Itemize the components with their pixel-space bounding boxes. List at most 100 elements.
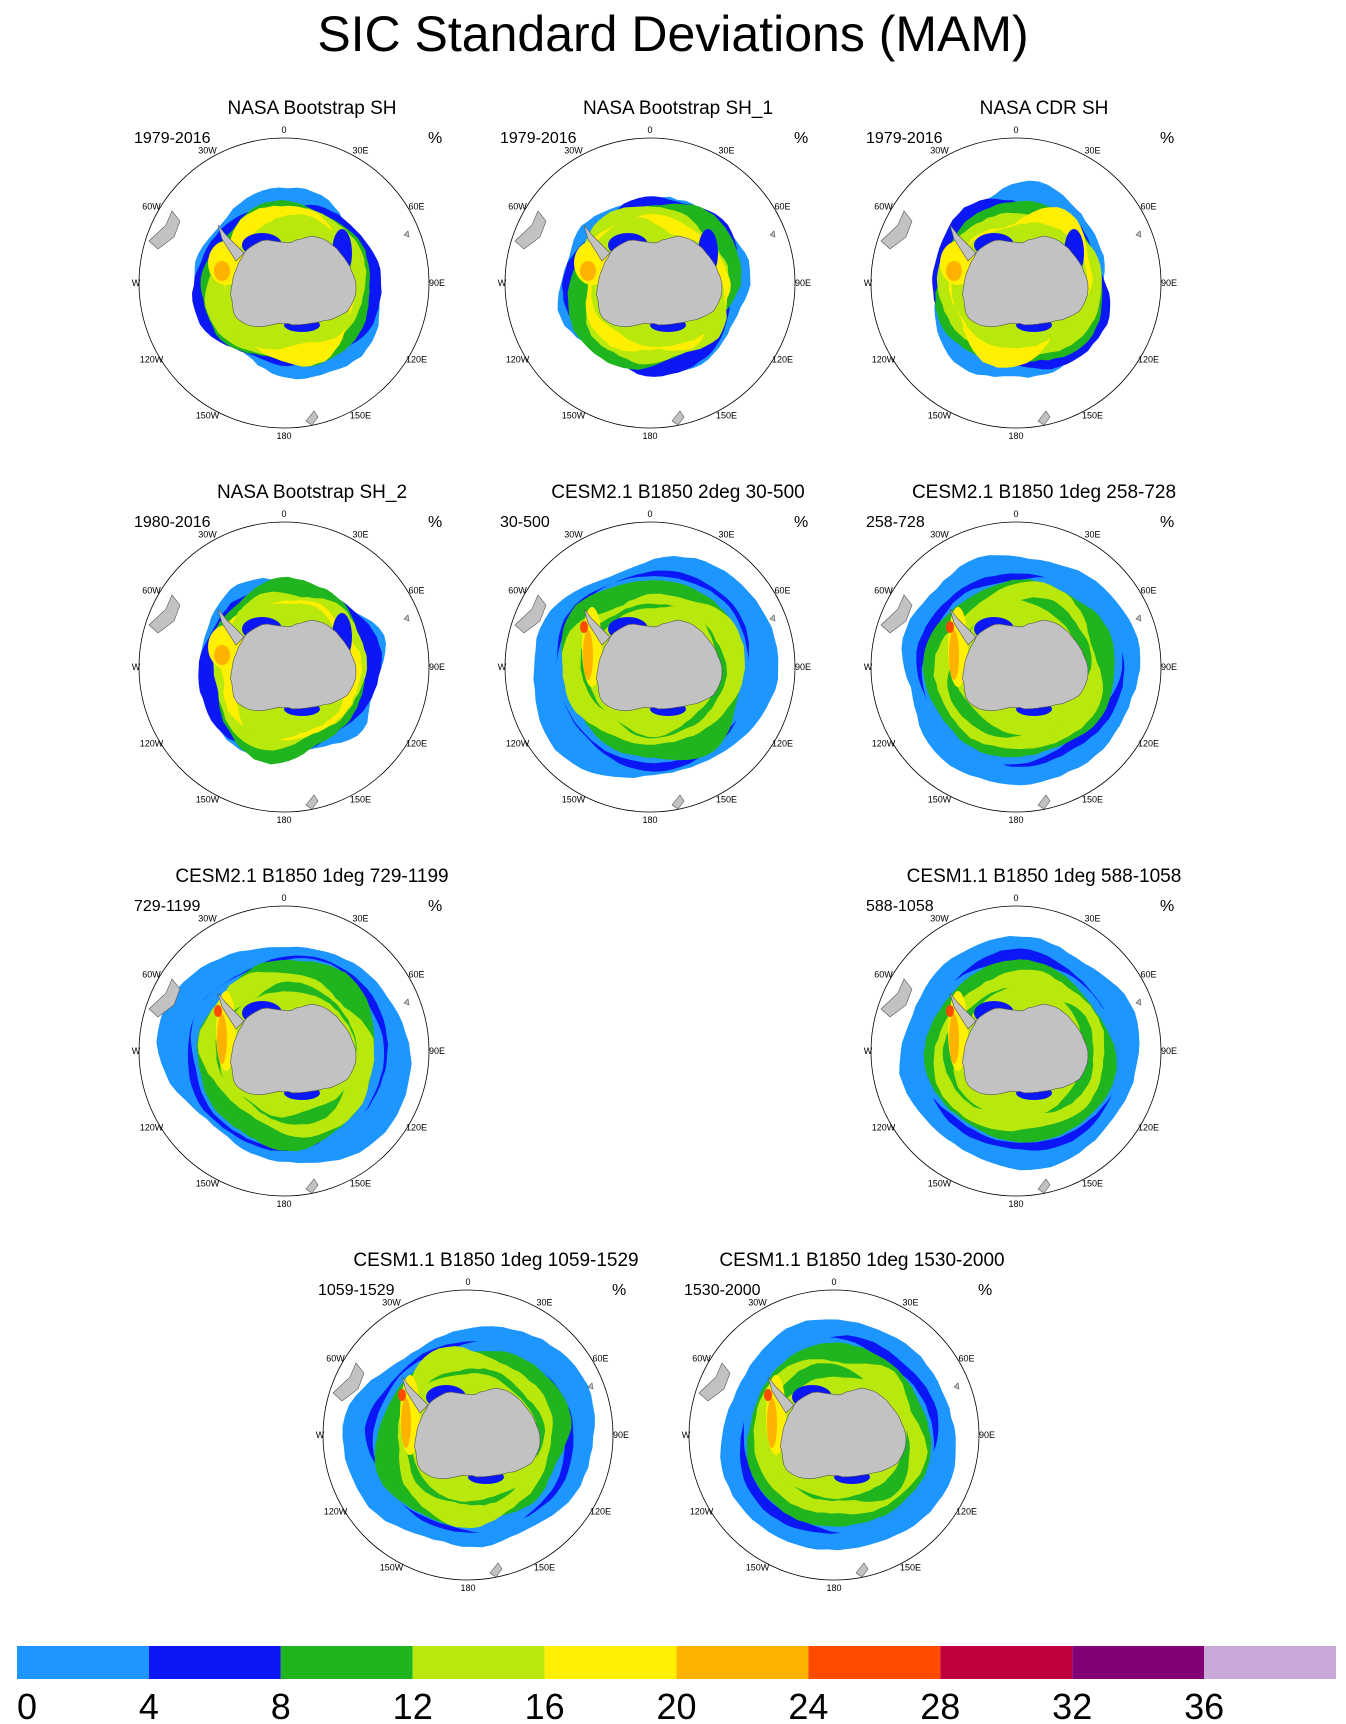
new-zealand-land bbox=[305, 410, 319, 426]
colorbar-label: 24 bbox=[788, 1686, 828, 1724]
ice-contour bbox=[398, 1389, 406, 1401]
colorbar-label: 4 bbox=[139, 1686, 159, 1724]
map-layers: 0 30E 60E 90E 120E 150E 180 150W 120W 90W 60W 30W bbox=[132, 893, 445, 1209]
longitude-label: 180 bbox=[826, 1583, 841, 1593]
peninsula-land bbox=[583, 224, 611, 262]
antarctica-land bbox=[596, 235, 723, 328]
antarctica-land bbox=[414, 1387, 541, 1480]
longitude-label: 120W bbox=[140, 739, 164, 749]
colorbar-label: 8 bbox=[271, 1686, 291, 1724]
longitude-label: 60E bbox=[408, 586, 424, 596]
panel-period: 729-1199 bbox=[134, 898, 201, 915]
peninsula-land bbox=[949, 224, 977, 262]
longitude-label: 60W bbox=[874, 970, 893, 980]
south-america-land bbox=[148, 978, 181, 1018]
colorbar-label: 28 bbox=[920, 1686, 960, 1724]
longitude-label: 120W bbox=[872, 1123, 896, 1133]
longitude-label: 180 bbox=[642, 815, 657, 825]
colorbar-label: 36 bbox=[1184, 1686, 1224, 1724]
map-layers: 0 30E 60E 90E 120E 150E 180 150W 120W 90W 60W 30W bbox=[498, 509, 811, 825]
longitude-label: 90W bbox=[498, 278, 507, 288]
ice-contour bbox=[946, 621, 954, 633]
longitude-label: 120E bbox=[1138, 355, 1159, 365]
longitude-label: 30E bbox=[718, 146, 734, 156]
panel-period: 1530-2000 bbox=[684, 1282, 761, 1299]
island-land bbox=[953, 1382, 960, 1390]
longitude-label: 30E bbox=[352, 146, 368, 156]
panel-period: 1059-1529 bbox=[318, 1282, 395, 1299]
panel-period: 30-500 bbox=[500, 514, 550, 531]
longitude-label: 60E bbox=[1140, 970, 1156, 980]
longitude-label: 120E bbox=[956, 1507, 977, 1517]
island-land bbox=[769, 230, 776, 238]
ice-contour bbox=[946, 261, 962, 281]
longitude-label: 60E bbox=[592, 1354, 608, 1364]
panel-period: 258-728 bbox=[866, 514, 925, 531]
longitude-label: 150W bbox=[196, 411, 220, 421]
longitude-label: 30E bbox=[352, 914, 368, 924]
panel-title: NASA Bootstrap SH bbox=[227, 98, 397, 119]
longitude-label: 0 bbox=[281, 509, 286, 519]
longitude-label: 60W bbox=[142, 202, 161, 212]
longitude-label: 180 bbox=[460, 1583, 475, 1593]
new-zealand-land bbox=[1037, 1178, 1051, 1194]
longitude-label: 120W bbox=[140, 1123, 164, 1133]
panel-unit: % bbox=[794, 130, 809, 147]
polar-map: 0 30E 60E 90E 120E 150E 180 150W 120W 90W 60W 30W bbox=[132, 509, 445, 825]
polar-map: 0 30E 60E 90E 120E 150E 180 150W 120W 90W 60W 30W bbox=[132, 893, 445, 1209]
peninsula-land bbox=[949, 992, 977, 1030]
polar-map: 0 30E 60E 90E 120E 150E 180 150W 120W 90W 60W 30W bbox=[498, 509, 811, 825]
ice-contour bbox=[580, 621, 588, 633]
longitude-label: 90W bbox=[864, 1046, 873, 1056]
longitude-label: 30W bbox=[198, 146, 217, 156]
new-zealand-land bbox=[489, 1562, 503, 1578]
antarctica-land bbox=[596, 619, 723, 712]
colorbar-swatch bbox=[280, 1646, 413, 1679]
island-land bbox=[1135, 614, 1142, 622]
island-land bbox=[403, 614, 410, 622]
longitude-label: 30W bbox=[930, 914, 949, 924]
ice-contour bbox=[214, 261, 230, 281]
longitude-label: 120W bbox=[140, 355, 164, 365]
longitude-label: 90E bbox=[1161, 278, 1177, 288]
longitude-label: 60E bbox=[1140, 586, 1156, 596]
antarctica-land bbox=[962, 235, 1089, 328]
map-panel: NASA Bootstrap SH_1 1979-2016 % 0 30E 60E 9… bbox=[498, 98, 858, 463]
colorbar-label: 0 bbox=[17, 1686, 37, 1724]
longitude-label: 30W bbox=[748, 1298, 767, 1308]
longitude-label: 30E bbox=[902, 1298, 918, 1308]
longitude-label: 60E bbox=[774, 202, 790, 212]
longitude-label: 120E bbox=[1138, 1123, 1159, 1133]
south-america-land bbox=[698, 1362, 731, 1402]
longitude-label: 150W bbox=[928, 795, 952, 805]
ice-contour bbox=[949, 630, 959, 680]
south-america-land bbox=[880, 210, 913, 250]
colorbar-swatch bbox=[808, 1646, 941, 1679]
south-america-land bbox=[514, 594, 547, 634]
ice-contour bbox=[946, 1005, 954, 1017]
panel-title: NASA Bootstrap SH_1 bbox=[582, 98, 774, 119]
panel-title: CESM1.1 B1850 1deg 588-1058 bbox=[906, 866, 1182, 887]
ice-contour bbox=[580, 261, 596, 281]
map-panel: CESM2.1 B1850 2deg 30-500 30-500 % 0 30E 6… bbox=[498, 482, 858, 847]
longitude-label: 30E bbox=[718, 530, 734, 540]
longitude-label: 90E bbox=[795, 278, 811, 288]
longitude-label: 150W bbox=[746, 1563, 770, 1573]
longitude-label: 120W bbox=[872, 739, 896, 749]
map-panel: CESM1.1 B1850 1deg 588-1058 588-1058 % 0… bbox=[864, 866, 1224, 1231]
longitude-label: 120E bbox=[1138, 739, 1159, 749]
panel-unit: % bbox=[428, 898, 443, 915]
longitude-label: 60W bbox=[874, 586, 893, 596]
polar-map: 0 30E 60E 90E 120E 150E 180 150W 120W 90W 60W 30W bbox=[498, 125, 811, 441]
longitude-label: 30W bbox=[930, 530, 949, 540]
map-panel: NASA Bootstrap SH 1979-2016 % 0 30E 60E 90E… bbox=[132, 98, 492, 463]
ice-contour bbox=[949, 1014, 959, 1064]
island-land bbox=[769, 614, 776, 622]
panel-title: NASA Bootstrap SH_2 bbox=[216, 482, 408, 503]
map-layers: 0 30E 60E 90E 120E 150E 180 150W 120W 90W 60W 30W bbox=[864, 125, 1177, 441]
island-land bbox=[1135, 998, 1142, 1006]
longitude-label: 150W bbox=[196, 795, 220, 805]
ice-contour bbox=[214, 645, 230, 665]
longitude-label: 120E bbox=[406, 355, 427, 365]
longitude-label: 30W bbox=[564, 146, 583, 156]
